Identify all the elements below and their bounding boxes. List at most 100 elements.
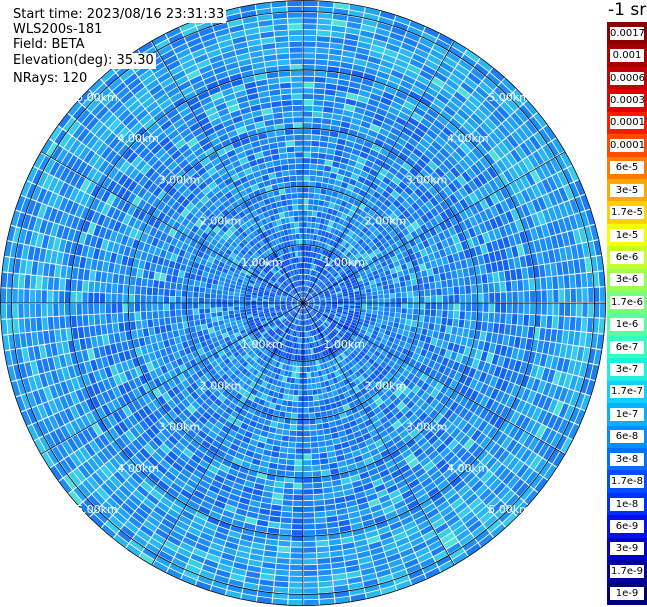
range-gate-cell: [383, 356, 391, 364]
range-gate-cell: [397, 204, 406, 213]
range-gate-cell: [429, 513, 443, 524]
range-gate-cell: [448, 295, 454, 303]
range-gate-cell: [4, 350, 13, 366]
range-gate-cell: [311, 324, 315, 330]
range-gate-cell: [389, 521, 403, 531]
range-gate-cell: [443, 435, 454, 447]
range-gate-cell: [312, 476, 322, 483]
range-gate-cell: [424, 289, 431, 297]
range-gate-cell: [423, 461, 435, 472]
range-gate-cell: [417, 321, 424, 328]
range-gate-cell: [324, 380, 330, 387]
range-gate-cell: [358, 126, 369, 135]
range-gate-cell: [201, 425, 211, 435]
range-gate-cell: [357, 466, 368, 474]
range-gate-cell: [509, 497, 524, 512]
range-gate-cell: [303, 111, 313, 117]
range-gate-cell: [316, 382, 322, 389]
range-gate-cell: [175, 296, 181, 303]
range-gate-cell: [155, 528, 169, 540]
range-gate-cell: [174, 552, 190, 564]
range-gate-cell: [288, 442, 296, 448]
range-gate-cell: [259, 373, 266, 381]
range-gate-cell: [280, 441, 289, 448]
range-gate-cell: [333, 395, 341, 402]
range-gate-cell: [533, 239, 542, 253]
range-gate-cell: [374, 199, 383, 208]
range-gate-cell: [547, 207, 557, 222]
range-gate-cell: [345, 282, 352, 287]
range-gate-cell: [322, 375, 328, 381]
range-gate-cell: [265, 539, 279, 546]
range-gate-cell: [410, 574, 426, 585]
range-gate-cell: [489, 218, 498, 230]
range-gate-cell: [405, 157, 416, 167]
range-gate-cell: [449, 216, 458, 226]
range-gate-cell: [418, 184, 428, 194]
range-gate-cell: [329, 544, 343, 552]
range-gate-cell: [270, 339, 276, 345]
range-gate-cell: [417, 122, 429, 133]
range-gate-cell: [489, 292, 495, 303]
range-gate-cell: [98, 505, 112, 519]
range-gate-cell: [443, 333, 451, 342]
range-gate-cell: [366, 201, 375, 209]
range-gate-cell: [223, 346, 230, 354]
range-gate-cell: [405, 474, 417, 484]
range-gate-cell: [257, 303, 263, 306]
range-gate-cell: [392, 434, 402, 444]
range-gate-cell: [451, 134, 463, 146]
range-gate-cell: [273, 487, 284, 494]
range-gate-cell: [211, 505, 224, 515]
range-gate-cell: [296, 337, 300, 343]
range-gate-cell: [83, 326, 91, 338]
range-gate-cell: [307, 257, 310, 263]
range-gate-cell: [369, 321, 376, 326]
range-gate-cell: [106, 323, 114, 334]
range-gate-cell: [464, 49, 480, 62]
range-gate-cell: [358, 35, 373, 44]
range-gate-cell: [301, 308, 303, 314]
range-gate-cell: [95, 358, 104, 370]
range-gate-cell: [436, 339, 443, 348]
range-gate-cell: [396, 53, 411, 64]
range-gate-cell: [553, 248, 562, 262]
range-gate-cell: [576, 288, 582, 302]
range-gate-cell: [409, 358, 417, 367]
range-gate-cell: [493, 482, 506, 496]
range-gate-cell: [305, 257, 308, 263]
range-gate-cell: [369, 225, 377, 233]
range-gate-cell: [500, 393, 510, 406]
range-gate-cell: [420, 402, 430, 412]
range-gate-cell: [333, 102, 345, 110]
range-gate-cell: [294, 337, 298, 343]
range-gate-cell: [321, 316, 326, 321]
range-gate-cell: [433, 475, 446, 486]
range-gate-cell: [455, 242, 463, 253]
range-gate-cell: [204, 389, 213, 398]
range-gate-cell: [139, 552, 155, 565]
range-gate-cell: [301, 308, 303, 314]
range-gate-cell: [395, 287, 401, 293]
range-gate-cell: [308, 303, 314, 305]
range-gate-cell: [418, 309, 425, 316]
range-gate-cell: [295, 307, 300, 312]
range-gate-cell: [449, 334, 457, 343]
range-gate-cell: [416, 452, 428, 463]
range-gate-cell: [377, 381, 385, 389]
range-gate-cell: [161, 518, 175, 530]
range-gate-cell: [280, 338, 285, 344]
range-gate-cell: [366, 61, 380, 70]
range-gate-cell: [547, 369, 556, 383]
range-gate-cell: [486, 166, 498, 179]
range-gate-cell: [307, 275, 311, 281]
range-gate-cell: [202, 358, 211, 367]
range-gate-cell: [97, 420, 108, 433]
range-gate-cell: [135, 468, 148, 480]
range-gate-cell: [327, 415, 335, 422]
range-gate-cell: [334, 315, 341, 320]
range-gate-cell: [493, 446, 506, 460]
range-gate-cell: [164, 310, 170, 318]
range-gate-cell: [182, 408, 192, 418]
range-gate-cell: [318, 358, 323, 365]
